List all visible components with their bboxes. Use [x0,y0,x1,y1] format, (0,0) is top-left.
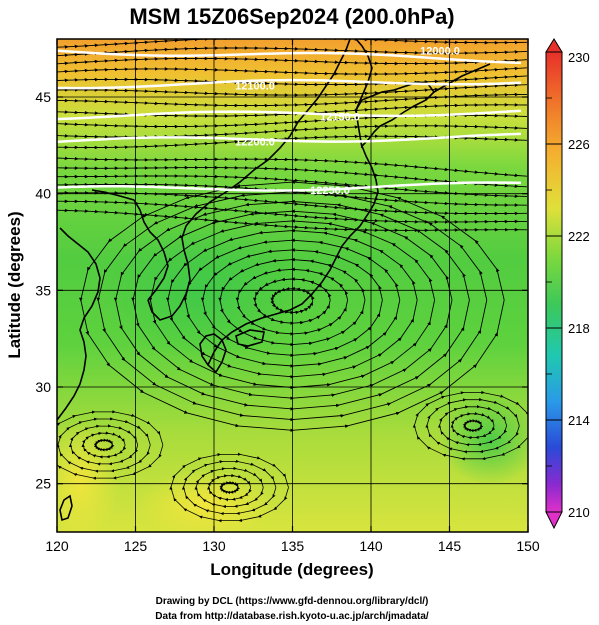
colorbar-top-arrow [545,38,563,53]
warm-patch-south [135,470,275,532]
colorbar-tick-label: 210 [568,505,590,520]
streamline-eddy [169,452,289,523]
x-tick-label: 125 [124,538,148,554]
contour-label: 12200.0 [235,136,275,148]
height-contour-line [57,109,522,121]
y-tick-label: 30 [35,379,51,395]
coastline-sakhalin [355,39,373,111]
map-title: MSM 15Z06Sep2024 (200.0hPa) [129,4,454,29]
contour-label: 12150.0 [320,111,360,123]
streamline-eddy [412,390,528,461]
coastline-taiwan [59,494,73,522]
height-contours [57,49,522,192]
x-tick-label: 150 [516,538,540,554]
colorbar-tick-label: 218 [568,321,590,336]
colorbar-ticks: 230 226 222 218 214 210 [546,50,590,520]
coastlines [57,39,491,522]
y-tick-label: 40 [35,186,51,202]
height-contour-line [57,78,522,90]
y-tick-label: 45 [35,89,51,105]
colorbar-tick-label: 226 [568,137,590,152]
x-tick-label: 145 [438,538,462,554]
x-axis-label: Longitude (degrees) [210,560,373,579]
x-tick-label: 135 [281,538,305,554]
colorbar-bottom-arrow [545,511,563,530]
y-tick-label: 35 [35,282,51,298]
coastline-shikoku [235,329,265,347]
contour-labels: 12000.0 12100.0 12150.0 12200.0 12250.0 [235,46,460,197]
height-contour-line [57,132,522,144]
x-axis-ticks: 120 125 130 135 140 145 150 [45,39,540,554]
colorbar-tick-label: 214 [568,413,590,428]
credit-data: Data from http://database.rish.kyoto-u.a… [155,611,429,622]
coastline-korea [91,189,169,301]
contour-label: 12000.0 [420,46,460,58]
x-tick-label: 120 [45,538,69,554]
coastline-kyushu [199,333,227,374]
credit-drawing: Drawing by DCL (https://www.gfd-dennou.o… [156,596,429,607]
x-tick-label: 140 [359,538,383,554]
y-axis-ticks: 25 30 35 40 45 [35,89,528,492]
streamline-eddy [57,410,164,480]
x-tick-label: 130 [202,538,226,554]
colorbar-tick-label: 230 [568,50,590,65]
height-contour-line [57,181,522,192]
y-axis-label: Latitude (degrees) [5,211,24,358]
streamline-anticyclone [79,180,505,433]
y-tick-label: 25 [35,476,51,492]
colorbar-tick-label: 222 [568,229,590,244]
height-contour-line [57,49,522,65]
colorbar: 230 226 222 218 214 210 [545,38,590,530]
coastline-kurils [433,63,491,93]
plot-area [57,39,528,532]
coastline-korea-south [147,225,191,321]
coastline-asia-north [185,39,351,227]
coastline-japan [207,81,436,366]
coastline-china [57,227,101,421]
contour-label: 12100.0 [235,80,275,92]
gridlines [57,39,528,532]
contour-label: 12250.0 [310,185,350,197]
warm-patch-southwest [57,420,120,532]
